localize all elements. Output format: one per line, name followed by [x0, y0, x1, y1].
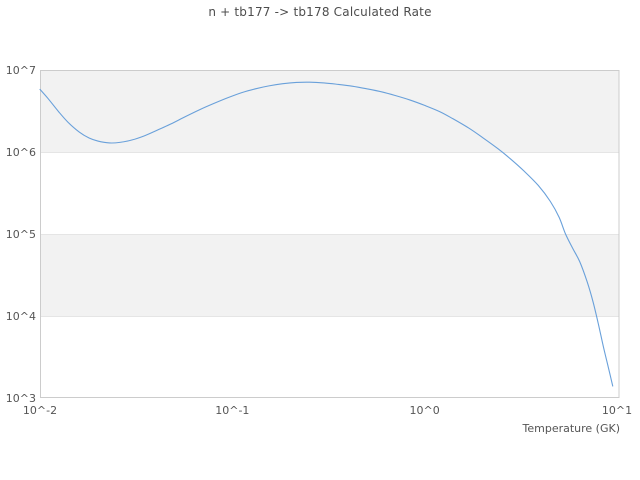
decade-band: [40, 70, 620, 152]
chart-title: n + tb177 -> tb178 Calculated Rate: [208, 5, 432, 19]
x-axis-tick-labels: 10^-2 10^-1 10^0 10^1: [23, 404, 632, 417]
plot-border: [40, 70, 620, 398]
calculated-rate-line: [39, 81, 614, 387]
y-tick-label: 10^4: [6, 310, 36, 323]
decade-grid-lines: [40, 152, 620, 317]
x-tick-label: 10^0: [410, 404, 440, 417]
y-tick-label: 10^5: [6, 228, 36, 241]
decade-band: [40, 234, 620, 316]
y-tick-label: 10^3: [6, 392, 36, 405]
background-bands: [40, 70, 620, 316]
y-tick-label: 10^6: [6, 146, 36, 159]
y-axis-tick-labels: 10^3 10^4 10^5 10^6 10^7: [6, 64, 36, 405]
x-tick-label: 10^1: [602, 404, 632, 417]
rate-curve: [39, 81, 614, 387]
x-tick-label: 10^-2: [23, 404, 57, 417]
plot-frame: [40, 70, 620, 398]
x-tick-label: 10^-1: [215, 404, 249, 417]
x-axis-title: Temperature (GK): [522, 422, 621, 435]
y-tick-label: 10^7: [6, 64, 36, 77]
